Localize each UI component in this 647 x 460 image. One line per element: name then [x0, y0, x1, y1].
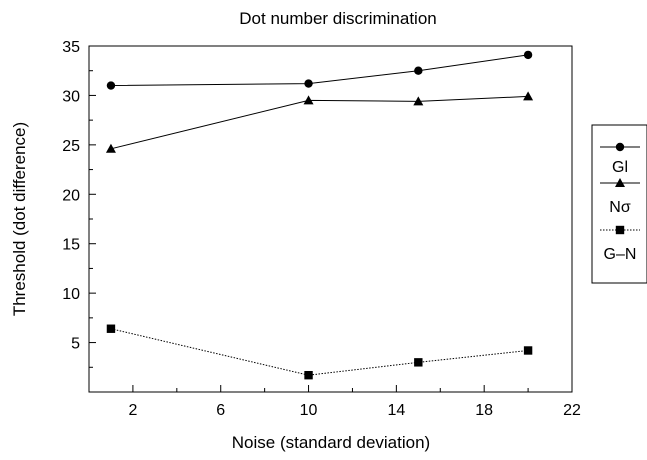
data-point-square — [106, 324, 116, 333]
legend-marker-square — [615, 225, 625, 235]
y-axis-title: Threshold (dot difference) — [10, 122, 29, 316]
data-point-circle — [106, 81, 116, 90]
series-line — [110, 95, 529, 150]
x-axis: 2 6 10 14 18 22 — [88, 385, 581, 419]
y-tick-label: 35 — [62, 39, 80, 56]
data-point-circle — [414, 66, 423, 75]
legend-item: Nσ — [600, 178, 640, 216]
chart-title: Dot number discrimination — [239, 9, 436, 28]
legend-item: Gl — [600, 142, 640, 176]
data-point-square — [414, 358, 423, 367]
data-point-triangle — [303, 95, 314, 105]
legend-entries: Gl Nσ G–N — [600, 142, 640, 263]
y-tick-label: 15 — [62, 237, 80, 254]
x-tick-label: 18 — [475, 402, 493, 419]
y-axis: 5 10 15 20 25 30 35 — [62, 39, 96, 368]
data-point-circle — [304, 79, 313, 88]
y-tick-label: 25 — [62, 138, 80, 155]
data-point-square — [304, 370, 313, 380]
data-point-square — [523, 346, 533, 355]
series-triangle — [105, 91, 534, 153]
series-circle — [106, 50, 533, 90]
y-tick-label: 20 — [62, 187, 80, 204]
data-point-triangle — [105, 143, 116, 153]
x-tick-label: 22 — [563, 402, 581, 419]
legend-label: G–N — [604, 246, 637, 263]
legend-item: G–N — [600, 225, 640, 263]
legend-marker-triangle — [615, 178, 625, 187]
series-line — [110, 328, 529, 376]
x-tick-label: 14 — [387, 402, 405, 419]
data-point-triangle — [523, 91, 534, 101]
legend-label: Nσ — [609, 199, 631, 216]
series-square — [106, 324, 533, 380]
data-point-circle — [523, 50, 533, 60]
series-layer — [105, 50, 534, 380]
series-line — [110, 54, 529, 87]
x-tick-label: 2 — [128, 402, 137, 419]
y-tick-label: 10 — [62, 286, 80, 303]
x-axis-title: Noise (standard deviation) — [232, 433, 430, 452]
legend: Gl Nσ G–N — [591, 124, 647, 284]
legend-box — [591, 124, 647, 284]
x-tick-label: 6 — [216, 402, 225, 419]
y-tick-label: 30 — [62, 88, 80, 105]
y-tick-label: 5 — [71, 336, 80, 353]
data-point-triangle — [413, 96, 424, 106]
legend-label: Gl — [612, 159, 628, 176]
legend-marker-circle — [615, 142, 625, 152]
x-tick-label: 10 — [300, 402, 318, 419]
